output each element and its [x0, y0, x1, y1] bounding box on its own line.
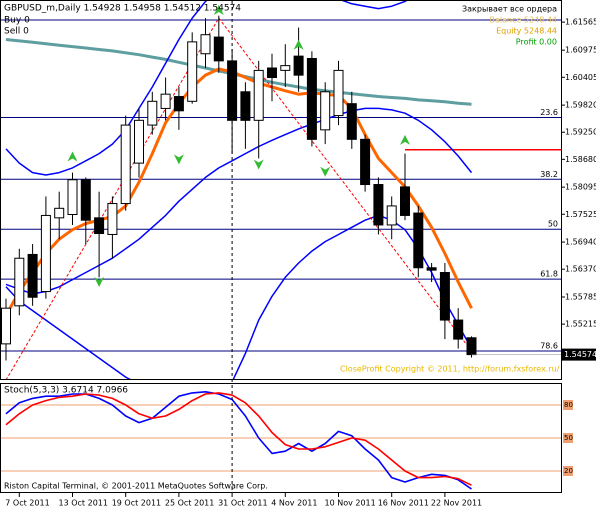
- x-tick-label: 31 Oct 2011: [218, 499, 267, 508]
- candle-body: [386, 205, 397, 226]
- candle-body: [439, 272, 450, 321]
- chart-title: GBPUSD_m,Daily 1.54928 1.54958 1.54512 1…: [4, 4, 241, 14]
- x-tick-label: 7 Oct 2011: [5, 499, 49, 508]
- current-price: 1.54574: [564, 350, 596, 359]
- candle-body: [213, 36, 224, 62]
- fib-label: 50: [548, 220, 558, 229]
- x-tick-label: 10 Nov 2011: [325, 499, 376, 508]
- candle-body: [40, 214, 51, 293]
- y-tick-label: 20: [564, 467, 573, 475]
- candle-body: [453, 319, 464, 340]
- level-box: [563, 466, 573, 476]
- candle-body: [373, 184, 384, 226]
- candle-body: [1, 307, 11, 345]
- panel-text: Закрывает все ордера: [462, 5, 557, 14]
- y-tick-label: 1.60975: [565, 46, 596, 55]
- stoch-line: [5, 392, 472, 486]
- signal-arrow: [67, 151, 78, 162]
- y-tick-label: 80: [564, 401, 573, 409]
- x-tick-label: 16 Nov 2011: [378, 499, 429, 508]
- fib-label: 78.6: [540, 341, 558, 350]
- y-tick-label: 50: [564, 434, 573, 442]
- candle-body: [173, 96, 184, 112]
- candle-body: [200, 34, 211, 55]
- candle-body: [320, 91, 331, 131]
- signal-arrow: [253, 159, 264, 170]
- x-tick-label: 13 Oct 2011: [59, 499, 108, 508]
- x-tick-label: 19 Oct 2011: [112, 499, 161, 508]
- y-tick-label: 1.58095: [565, 183, 596, 192]
- candle-body: [253, 69, 264, 121]
- panel-text: Balance 5248.44: [489, 16, 557, 25]
- candle-body: [280, 65, 291, 71]
- candle-body: [54, 207, 65, 219]
- candle-body: [107, 203, 118, 235]
- indicator-line: [5, 1, 408, 176]
- candle-body: [227, 60, 238, 121]
- candle-body: [67, 179, 78, 215]
- fib-label: 23.6: [540, 108, 558, 117]
- signal-arrow: [173, 154, 184, 165]
- y-tick-label: 1.55785: [565, 293, 596, 302]
- signal-arrow: [293, 39, 304, 50]
- y-tick-label: 1.58680: [565, 155, 596, 164]
- x-tick-label: 22 Nov 2011: [431, 499, 482, 508]
- candle-body: [346, 103, 357, 140]
- y-tick-label: 1.59250: [565, 128, 596, 137]
- candle-body: [27, 253, 38, 298]
- indicator-line: [4, 67, 473, 317]
- candle-body: [147, 100, 158, 126]
- candle-body: [466, 337, 477, 356]
- y-tick-label: 1.61565: [565, 18, 596, 27]
- annotation: Sell 0: [4, 27, 29, 37]
- panel-text: Equity 5248.44: [496, 27, 557, 36]
- candle-body: [94, 217, 105, 235]
- signal-arrow: [400, 134, 410, 145]
- stoch-title: Stoch(5,3,3) 3.6714 7.0966: [4, 386, 128, 396]
- stoch-plot: [1, 391, 561, 490]
- annotation: Buy 0: [4, 16, 30, 26]
- candle-body: [160, 93, 171, 109]
- candle-body: [293, 55, 304, 76]
- y-tick-label: 1.57525: [565, 210, 596, 219]
- candle-body: [267, 67, 277, 79]
- signal-arrow: [320, 166, 331, 177]
- y-tick-label: 1.60405: [565, 73, 596, 82]
- level-box: [563, 433, 573, 443]
- indicator-line: [5, 107, 473, 295]
- candle-body: [80, 179, 91, 221]
- candle-body: [134, 119, 144, 164]
- candle-body: [187, 41, 198, 102]
- y-tick-label: 1.56940: [565, 238, 596, 247]
- y-tick-label: 1.59820: [565, 101, 596, 110]
- candle-body: [400, 186, 410, 216]
- current-price-box: [562, 348, 596, 361]
- candle-body: [333, 69, 344, 117]
- watermark: CloseProfit Copyright © 2011, http://for…: [340, 365, 560, 374]
- y-tick-label: 1.56370: [565, 265, 596, 274]
- candle-body: [120, 124, 131, 205]
- candle-body: [306, 57, 317, 140]
- x-tick-label: 4 Nov 2011: [271, 499, 317, 508]
- candle-body: [14, 257, 25, 307]
- fib-label: 38.2: [540, 170, 558, 179]
- candle-body: [360, 138, 371, 186]
- fib-label: 61.8: [540, 270, 558, 279]
- signal-arrow: [213, 4, 224, 15]
- overlay: 23.6 38.2 50 61.8 78.6 1.61565 1.60975 1.60405 1…: [4, 1, 596, 508]
- panel-text: Profit 0.00: [516, 38, 557, 47]
- candle-body: [426, 267, 437, 271]
- candle-body: [240, 91, 251, 121]
- signal-arrow: [94, 277, 105, 288]
- main-pane: [0, 0, 562, 380]
- main-plot: [1, 1, 561, 379]
- level-box: [563, 400, 573, 410]
- y-tick-label: 1.55215: [565, 320, 596, 329]
- footer: Riston Capital Terminal, © 2001-2011 Met…: [4, 482, 268, 491]
- candle-body: [413, 212, 424, 269]
- x-tick-label: 25 Oct 2011: [165, 499, 214, 508]
